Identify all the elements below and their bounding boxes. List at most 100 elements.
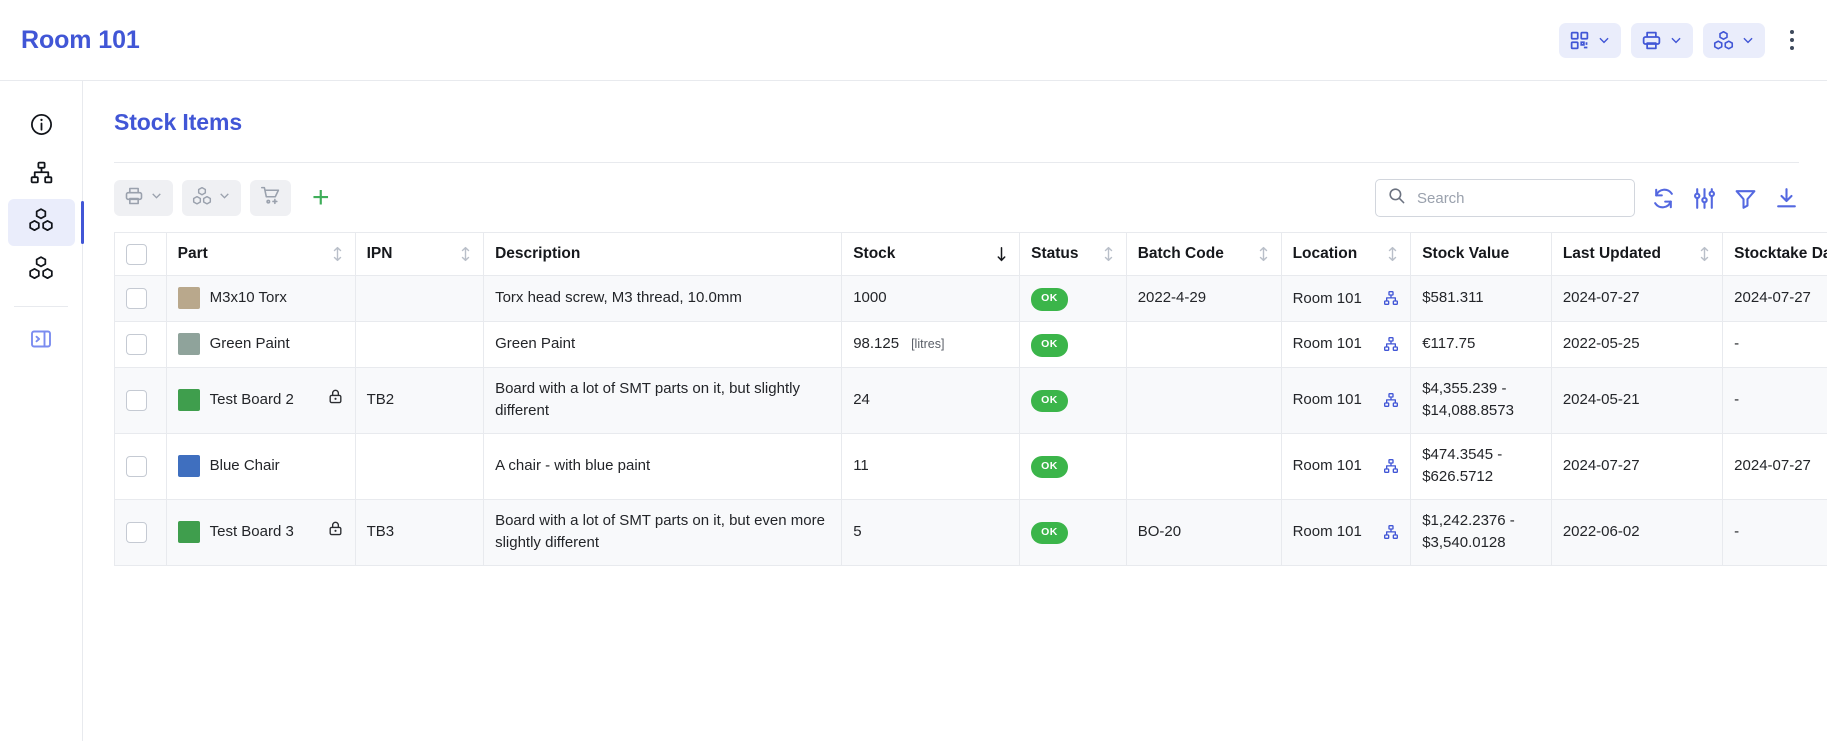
toolbar-print-button[interactable] [114, 180, 173, 216]
part-name[interactable]: Blue Chair [209, 456, 280, 474]
cell-description: Board with a lot of SMT parts on it, but… [483, 498, 843, 566]
column-label: Status [1031, 245, 1079, 262]
cell-part[interactable]: Test Board 3 [165, 498, 356, 566]
header-stock-actions-button[interactable] [1703, 22, 1765, 58]
sort-icon[interactable] [1247, 246, 1270, 262]
row-select-cell[interactable] [114, 320, 167, 368]
part-thumbnail [177, 521, 200, 543]
sitemap-icon[interactable] [1383, 392, 1399, 408]
table-row[interactable]: Blue Chair A chair - with blue paint 11 … [114, 432, 1827, 500]
cell-description: Torx head screw, M3 thread, 10.0mm [483, 275, 843, 322]
cell-part[interactable]: Test Board 2 [165, 366, 356, 434]
part-name[interactable]: Test Board 3 [209, 522, 294, 540]
select-all-checkbox[interactable] [126, 243, 147, 265]
qr-code-icon [1569, 30, 1590, 51]
sitemap-icon[interactable] [1383, 336, 1399, 352]
header-qr-code-button[interactable] [1559, 22, 1621, 58]
row-checkbox[interactable] [126, 521, 147, 543]
status-badge: OK [1031, 455, 1068, 479]
refresh-icon[interactable] [1651, 186, 1676, 211]
cell-status: OK [1019, 320, 1127, 368]
header-print-button[interactable] [1631, 22, 1693, 58]
part-name[interactable]: Test Board 2 [209, 390, 294, 408]
add-stock-item-button[interactable]: + [312, 181, 330, 214]
row-select-cell[interactable] [114, 366, 167, 434]
sort-icon[interactable] [321, 246, 344, 262]
cell-part[interactable]: M3x10 Torx [165, 275, 356, 322]
cell-batch-code: BO-20 [1125, 498, 1282, 566]
table-row[interactable]: Test Board 2 TB2 Board with a lot of SMT… [114, 366, 1827, 434]
column-header-select[interactable] [114, 232, 167, 276]
sort-icon[interactable] [449, 246, 472, 262]
sidebar-item-sublocations[interactable] [8, 151, 75, 198]
row-checkbox[interactable] [126, 333, 147, 355]
main-panel: Stock Items [83, 81, 1827, 741]
column-header-stock[interactable]: Stock [841, 232, 1021, 276]
column-header-stock-value[interactable]: Stock Value [1410, 232, 1552, 276]
kebab-menu-icon[interactable] [1779, 23, 1805, 57]
toolbar-stock-actions-button[interactable] [182, 180, 241, 216]
sort-icon[interactable] [1092, 246, 1115, 262]
location-link[interactable]: Room 101 [1292, 523, 1362, 541]
sort-icon[interactable] [1376, 246, 1399, 262]
location-link[interactable]: Room 101 [1292, 335, 1362, 353]
row-select-cell[interactable] [114, 275, 167, 322]
location-link[interactable]: Room 101 [1292, 457, 1362, 475]
column-header-part[interactable]: Part [165, 232, 356, 276]
row-checkbox[interactable] [126, 455, 147, 477]
search-input[interactable] [1415, 188, 1623, 208]
row-checkbox[interactable] [126, 287, 147, 309]
sitemap-icon[interactable] [1383, 524, 1399, 540]
filter-icon[interactable] [1733, 186, 1758, 211]
sitemap-icon[interactable] [1383, 458, 1399, 474]
sitemap-icon[interactable] [1383, 290, 1399, 306]
part-thumbnail [177, 389, 200, 411]
table-scroll-area[interactable]: Part IPN Description [83, 232, 1827, 566]
cell-description: A chair - with blue paint [483, 432, 843, 500]
status-badge: OK [1031, 521, 1068, 545]
info-circle-icon [29, 112, 54, 142]
table-row[interactable]: Green Paint Green Paint 98.125 [litres] O… [114, 320, 1827, 368]
row-select-cell[interactable] [114, 432, 167, 500]
location-link[interactable]: Room 101 [1292, 391, 1362, 409]
cell-batch-code [1125, 432, 1282, 500]
column-header-stocktake-date[interactable]: Stocktake Date [1722, 232, 1827, 276]
column-header-description[interactable]: Description [483, 232, 843, 276]
sort-icon[interactable] [1688, 246, 1711, 262]
stock-quantity: 24 [853, 390, 870, 408]
sidebar-item-location-details[interactable] [8, 103, 75, 150]
part-name[interactable]: Green Paint [209, 334, 290, 352]
panel-expand-icon[interactable] [8, 315, 75, 362]
sort-desc-icon[interactable] [985, 246, 1008, 262]
cell-ipn: TB3 [354, 498, 485, 566]
column-header-status[interactable]: Status [1019, 232, 1127, 276]
download-icon[interactable] [1774, 186, 1799, 211]
cell-last-updated: 2024-07-27 [1550, 432, 1724, 500]
status-badge: OK [1031, 288, 1068, 311]
column-header-batch-code[interactable]: Batch Code [1125, 232, 1282, 276]
cell-part[interactable]: Blue Chair [165, 432, 356, 500]
row-select-cell[interactable] [114, 498, 167, 566]
table-row[interactable]: M3x10 Torx Torx head screw, M3 thread, 1… [114, 275, 1827, 322]
part-name[interactable]: M3x10 Torx [209, 289, 287, 307]
column-label: Location [1292, 245, 1358, 262]
cell-status: OK [1019, 498, 1127, 566]
sliders-icon[interactable] [1692, 186, 1717, 211]
column-label: Part [177, 245, 208, 262]
cell-location: Room 101 [1280, 366, 1412, 434]
search-box[interactable] [1375, 179, 1635, 217]
kebab-dot [1790, 30, 1794, 34]
column-header-location[interactable]: Location [1280, 232, 1412, 276]
column-header-ipn[interactable]: IPN [354, 232, 485, 276]
cell-part[interactable]: Green Paint [165, 320, 356, 368]
column-header-last-updated[interactable]: Last Updated [1550, 232, 1724, 276]
row-checkbox[interactable] [126, 389, 147, 411]
table-body: M3x10 Torx Torx head screw, M3 thread, 1… [114, 275, 1827, 566]
cell-last-updated: 2024-05-21 [1550, 366, 1724, 434]
toolbar-add-to-order-button[interactable] [250, 180, 291, 216]
stock-quantity: 1000 [853, 289, 887, 307]
sidebar-item-stock-locations[interactable] [8, 247, 75, 294]
table-row[interactable]: Test Board 3 TB3 Board with a lot of SMT… [114, 498, 1827, 566]
sidebar-item-stock-items[interactable] [7, 199, 84, 246]
location-link[interactable]: Room 101 [1292, 289, 1362, 307]
